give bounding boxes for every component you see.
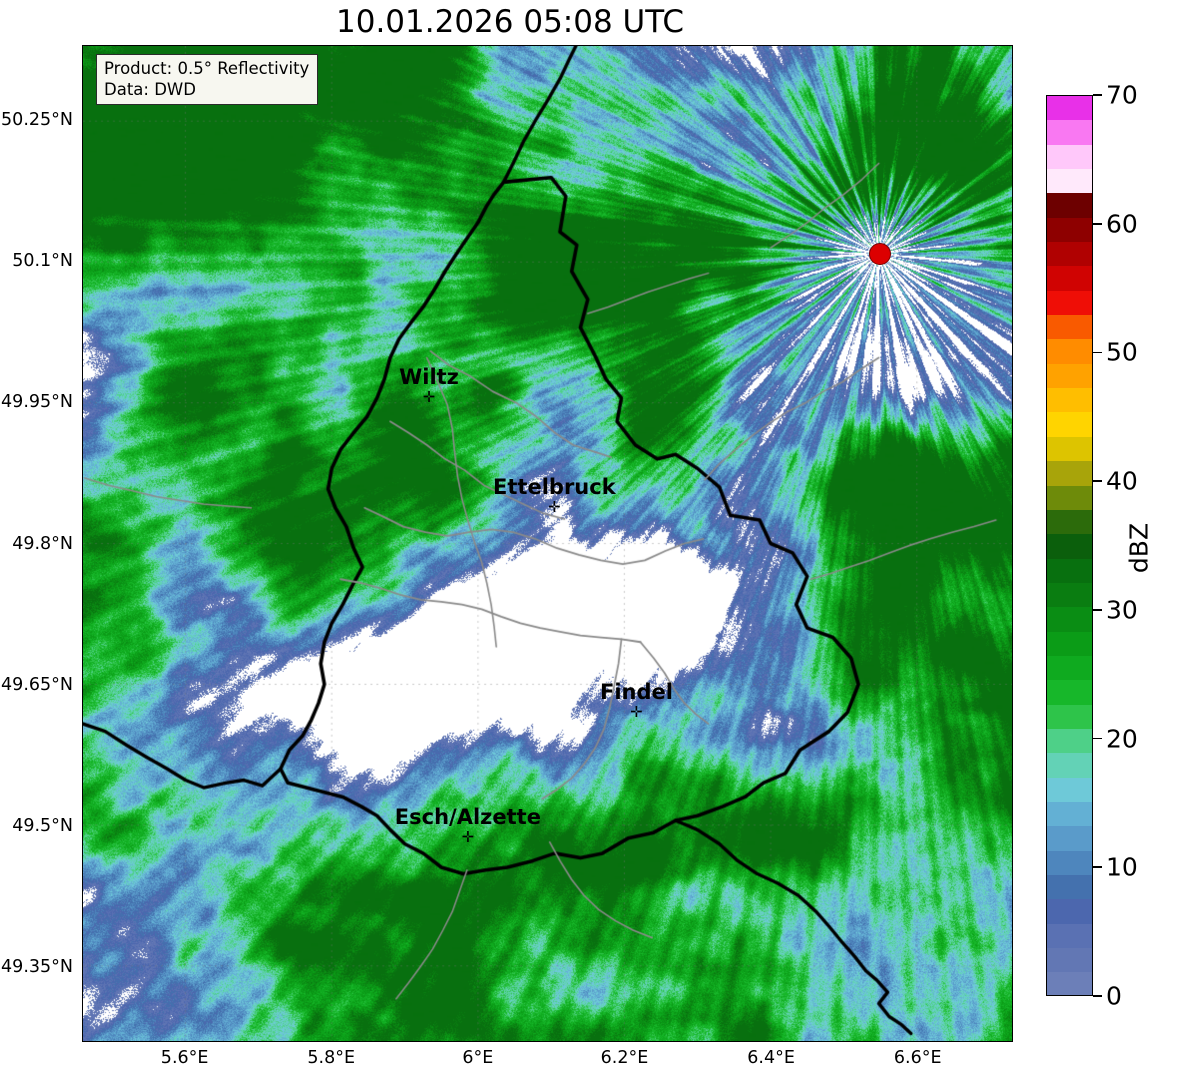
x-tick-label-0: 5.6°E	[160, 1048, 209, 1068]
colorbar-tick-7	[1093, 94, 1102, 96]
colorbar-band-3	[1047, 899, 1092, 924]
colorbar-tick-3	[1093, 609, 1102, 611]
page-title: 10.01.2026 05:08 UTC	[336, 4, 684, 40]
colorbar-band-12	[1047, 680, 1092, 705]
data-source-line: Data: DWD	[104, 80, 196, 100]
colorbar-tick-2	[1093, 737, 1102, 740]
city-marker-icon: ✛	[422, 388, 436, 407]
colorbar-band-29	[1047, 266, 1092, 291]
x-tick-label-2: 6°E	[462, 1048, 494, 1068]
radar-site-icon	[868, 242, 891, 265]
colorbar-band-14	[1047, 631, 1092, 656]
radar-plot-area: Product: 0.5° Reflectivity Data: DWD Wil…	[82, 45, 1013, 1042]
city-label-esch-alzette: Esch/Alzette ✛	[395, 807, 541, 845]
colorbar-band-28	[1047, 290, 1092, 316]
colorbar-band-10	[1047, 728, 1092, 754]
colorbar-band-32	[1047, 193, 1092, 218]
colorbar-tick-4	[1093, 480, 1102, 482]
x-tick-label-3: 6.2°E	[600, 1048, 649, 1068]
colorbar-tick-label-4: 40	[1106, 466, 1138, 496]
colorbar-tick-label-6: 60	[1106, 209, 1138, 239]
colorbar-band-9	[1047, 753, 1092, 778]
colorbar-band-0	[1047, 972, 1092, 995]
colorbar	[1046, 95, 1093, 996]
colorbar-band-17	[1047, 558, 1092, 583]
colorbar-tick-label-1: 10	[1106, 852, 1138, 882]
colorbar-band-31	[1047, 217, 1092, 243]
colorbar-band-21	[1047, 461, 1092, 486]
y-tick-label-2: 49.95°N	[1, 392, 73, 413]
colorbar-tick-label-5: 50	[1106, 337, 1138, 367]
colorbar-band-6	[1047, 826, 1092, 851]
colorbar-tick-label-3: 30	[1106, 595, 1138, 625]
colorbar-band-30	[1047, 242, 1092, 267]
city-marker-icon: ✛	[461, 828, 475, 847]
colorbar-band-2	[1047, 923, 1092, 949]
y-tick-label-5: 49.5°N	[12, 815, 73, 836]
x-tick-label-4: 6.4°E	[747, 1048, 795, 1068]
city-name: Esch/Alzette	[394, 805, 541, 830]
city-label-findel: Findel ✛	[600, 682, 673, 720]
colorbar-band-16	[1047, 582, 1092, 608]
colorbar-band-15	[1047, 607, 1092, 632]
colorbar-band-7	[1047, 801, 1092, 827]
colorbar-band-8	[1047, 777, 1092, 802]
colorbar-band-25	[1047, 363, 1092, 389]
colorbar-tick-5	[1093, 351, 1102, 354]
x-tick-label-5: 6.6°E	[893, 1048, 942, 1068]
colorbar-band-19	[1047, 509, 1092, 535]
colorbar-band-35	[1047, 120, 1092, 145]
colorbar-tick-label-2: 20	[1106, 724, 1138, 754]
colorbar-band-1	[1047, 948, 1092, 973]
colorbar-band-26	[1047, 339, 1092, 364]
colorbar-band-24	[1047, 388, 1092, 413]
y-tick-label-1: 50.1°N	[12, 251, 73, 272]
y-tick-label-3: 49.8°N	[12, 533, 73, 554]
city-marker-icon: ✛	[548, 498, 561, 517]
colorbar-band-18	[1047, 534, 1092, 559]
city-name: Findel	[599, 680, 673, 705]
y-tick-label-4: 49.65°N	[1, 674, 73, 695]
colorbar-band-4	[1047, 875, 1092, 900]
colorbar-tick-0	[1093, 995, 1102, 997]
colorbar-title: dBZ	[1124, 522, 1154, 574]
colorbar-tick-label-0: 0	[1106, 981, 1122, 1011]
colorbar-band-5	[1047, 850, 1092, 875]
product-line: Product: 0.5° Reflectivity	[104, 59, 310, 78]
colorbar-band-34	[1047, 144, 1092, 170]
colorbar-band-11	[1047, 704, 1092, 729]
colorbar-band-33	[1047, 169, 1092, 194]
colorbar-band-20	[1047, 485, 1092, 510]
y-tick-label-6: 49.35°N	[1, 956, 73, 977]
colorbar-band-27	[1047, 315, 1092, 340]
city-marker-icon: ✛	[630, 703, 643, 722]
colorbar-tick-label-7: 70	[1106, 80, 1138, 110]
city-label-wiltz: Wiltz ✛	[399, 367, 459, 405]
city-name: Wiltz	[399, 365, 459, 390]
colorbar-band-36	[1047, 96, 1092, 121]
colorbar-band-13	[1047, 655, 1092, 681]
y-tick-label-0: 50.25°N	[1, 110, 73, 131]
map-borders-overlay	[83, 46, 1012, 1041]
product-info-box: Product: 0.5° Reflectivity Data: DWD	[96, 54, 319, 106]
x-tick-label-1: 5.8°E	[307, 1048, 356, 1068]
colorbar-band-22	[1047, 436, 1092, 462]
colorbar-tick-6	[1093, 222, 1102, 225]
city-name: Ettelbruck	[493, 475, 616, 500]
colorbar-band-23	[1047, 412, 1092, 437]
city-label-ettelbruck: Ettelbruck ✛	[493, 477, 616, 515]
colorbar-tick-1	[1093, 866, 1102, 869]
